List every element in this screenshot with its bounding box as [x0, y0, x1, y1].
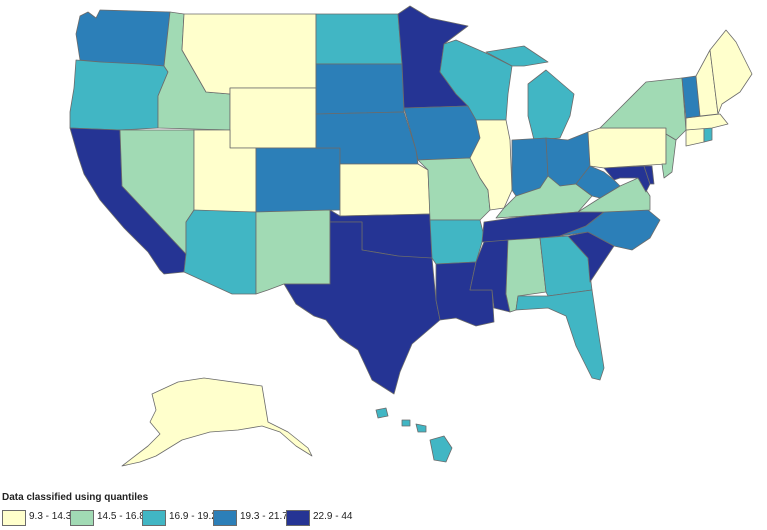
- state-texas: [283, 221, 441, 395]
- legend-swatch: [70, 510, 94, 526]
- state-maine: [709, 29, 753, 115]
- state-colorado: [255, 147, 341, 213]
- legend-label: 22.9 - 44: [313, 511, 353, 522]
- state-washington: [75, 9, 171, 67]
- state-wyoming: [229, 87, 317, 149]
- state-pennsylvania: [587, 127, 667, 169]
- state-new-mexico: [255, 209, 331, 295]
- state-south-dakota: [315, 63, 405, 115]
- legend-label: 16.9 - 19.2: [169, 511, 217, 522]
- state-delaware: [643, 165, 655, 185]
- legend-title: Data classified using quantiles: [2, 492, 149, 503]
- legend-swatch: [2, 510, 26, 526]
- state-montana: [181, 13, 317, 95]
- state-north-dakota: [315, 13, 403, 65]
- state-michigan: [485, 45, 575, 141]
- legend-classes: 9.3 - 14.3 14.5 - 16.8 16.9 - 19.2 19.3 …: [2, 510, 562, 526]
- state-arizona: [183, 209, 257, 295]
- state-hawaii: [375, 407, 453, 463]
- state-rhode-island: [703, 127, 713, 143]
- state-florida: [515, 289, 605, 381]
- us-choropleth-map: [69, 5, 753, 467]
- state-alaska: [121, 377, 313, 467]
- state-arkansas: [429, 219, 485, 265]
- legend-label: 19.3 - 21.7: [240, 511, 288, 522]
- legend-swatch: [213, 510, 237, 526]
- map-legend: Data classified using quantiles 9.3 - 14…: [2, 492, 562, 528]
- state-west-virginia: [575, 165, 621, 199]
- state-connecticut: [685, 127, 705, 147]
- legend-label: 9.3 - 14.3: [29, 511, 72, 522]
- legend-swatch: [142, 510, 166, 526]
- state-kansas: [339, 163, 431, 217]
- legend-swatch: [286, 510, 310, 526]
- state-oregon: [69, 59, 169, 131]
- state-illinois: [469, 119, 513, 211]
- legend-label: 14.5 - 16.8: [97, 511, 145, 522]
